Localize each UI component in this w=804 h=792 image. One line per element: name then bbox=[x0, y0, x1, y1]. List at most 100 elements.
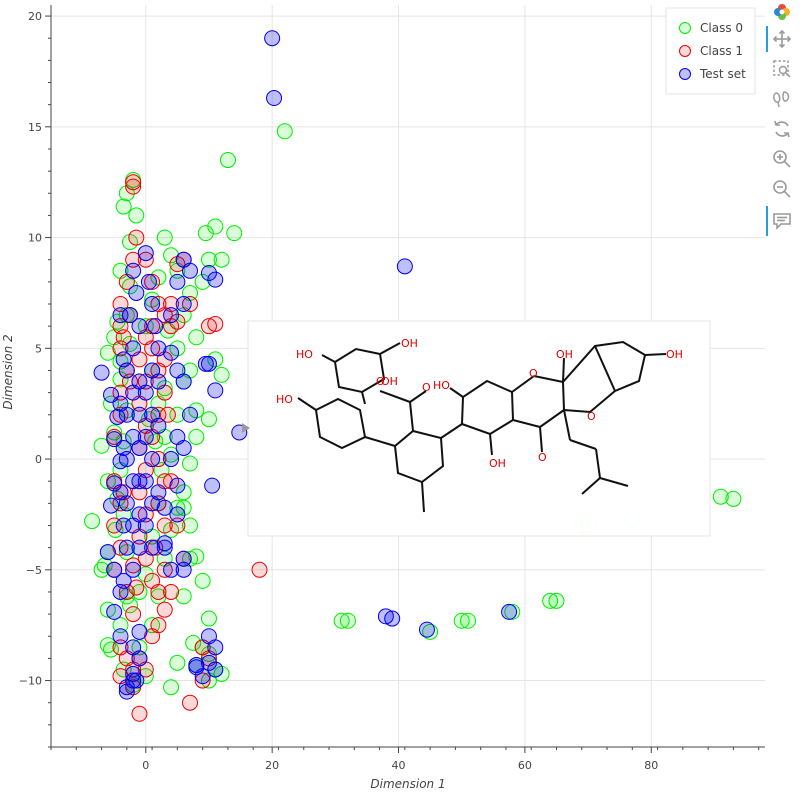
scatter-point[interactable] bbox=[175, 296, 192, 313]
scatter-point[interactable] bbox=[112, 453, 129, 470]
scatter-point[interactable] bbox=[150, 340, 167, 357]
legend-item-test-set[interactable]: Test set bbox=[679, 67, 747, 81]
scatter-point[interactable] bbox=[131, 539, 148, 556]
scatter-point[interactable] bbox=[125, 340, 142, 357]
scatter-point[interactable] bbox=[144, 296, 161, 313]
scatter-point[interactable] bbox=[156, 229, 173, 246]
scatter-point[interactable] bbox=[131, 650, 148, 667]
scatter-point[interactable] bbox=[115, 439, 132, 456]
scatter-point[interactable] bbox=[131, 705, 148, 722]
scatter-point[interactable] bbox=[182, 262, 199, 279]
scatter-point[interactable] bbox=[109, 408, 126, 425]
scatter-point[interactable] bbox=[115, 517, 132, 534]
scatter-point[interactable] bbox=[96, 557, 113, 574]
scatter-point[interactable] bbox=[204, 477, 221, 494]
scatter-point[interactable] bbox=[163, 583, 180, 600]
scatter-point[interactable] bbox=[103, 641, 120, 658]
scatter-point[interactable] bbox=[182, 455, 199, 472]
scatter-point[interactable] bbox=[377, 608, 394, 625]
scatter-point[interactable] bbox=[106, 561, 123, 578]
scatter-point[interactable] bbox=[207, 661, 224, 678]
scatter-point[interactable] bbox=[200, 411, 217, 428]
scatter-point[interactable] bbox=[159, 406, 176, 423]
legend-item-class-0[interactable]: Class 0 bbox=[679, 21, 744, 35]
scatter-point[interactable] bbox=[112, 617, 129, 634]
scatter-point[interactable] bbox=[137, 668, 154, 685]
scatter-point[interactable] bbox=[169, 406, 186, 423]
hover-icon[interactable] bbox=[770, 209, 794, 233]
scatter-point[interactable] bbox=[99, 344, 116, 361]
scatter-point[interactable] bbox=[200, 610, 217, 627]
scatter-point[interactable] bbox=[169, 477, 186, 494]
reset-icon[interactable] bbox=[770, 117, 794, 141]
scatter-point[interactable] bbox=[163, 247, 180, 264]
scatter-point[interactable] bbox=[384, 610, 401, 627]
scatter-point[interactable] bbox=[131, 439, 148, 456]
scatter-point[interactable] bbox=[118, 539, 135, 556]
scatter-point[interactable] bbox=[213, 366, 230, 383]
scatter-point[interactable] bbox=[106, 475, 123, 492]
scatter-point[interactable] bbox=[182, 406, 199, 423]
scatter-point[interactable] bbox=[150, 373, 167, 390]
scatter-point[interactable] bbox=[106, 517, 123, 534]
scatter-point[interactable] bbox=[137, 245, 154, 262]
lasso-select-icon[interactable] bbox=[770, 87, 794, 111]
scatter-point[interactable] bbox=[131, 473, 148, 490]
scatter-point[interactable] bbox=[182, 296, 199, 313]
scatter-point[interactable] bbox=[112, 296, 129, 313]
scatter-point[interactable] bbox=[175, 561, 192, 578]
scatter-point[interactable] bbox=[112, 484, 129, 501]
scatter-point[interactable] bbox=[147, 318, 164, 335]
scatter-point[interactable] bbox=[99, 637, 116, 654]
scatter-point[interactable] bbox=[163, 451, 180, 468]
scatter-point[interactable] bbox=[200, 645, 217, 662]
scatter-point[interactable] bbox=[131, 623, 148, 640]
scatter-point[interactable] bbox=[121, 335, 138, 352]
scatter-point[interactable] bbox=[125, 178, 142, 195]
scatter-point[interactable] bbox=[175, 484, 192, 501]
scatter-point[interactable] bbox=[112, 628, 129, 645]
scatter-point[interactable] bbox=[128, 284, 145, 301]
scatter-point[interactable] bbox=[251, 561, 268, 578]
scatter-point[interactable] bbox=[169, 499, 186, 516]
scatter-point[interactable] bbox=[125, 174, 142, 191]
scatter-point[interactable] bbox=[175, 373, 192, 390]
scatter-point[interactable] bbox=[175, 550, 192, 567]
scatter-point[interactable] bbox=[169, 654, 186, 671]
scatter-point[interactable] bbox=[121, 278, 138, 295]
scatter-point[interactable] bbox=[207, 639, 224, 656]
scatter-point[interactable] bbox=[163, 307, 180, 324]
scatter-point[interactable] bbox=[118, 679, 135, 696]
scatter-point[interactable] bbox=[93, 364, 110, 381]
scatter-point[interactable] bbox=[264, 30, 281, 47]
scatter-point[interactable] bbox=[137, 473, 154, 490]
zoom-in-icon[interactable] bbox=[770, 147, 794, 171]
scatter-point[interactable] bbox=[137, 251, 154, 268]
scatter-point[interactable] bbox=[150, 417, 167, 434]
scatter-point[interactable] bbox=[460, 612, 477, 629]
scatter-point[interactable] bbox=[131, 406, 148, 423]
scatter-point[interactable] bbox=[194, 273, 211, 290]
scatter-point[interactable] bbox=[200, 654, 217, 671]
scatter-point[interactable] bbox=[150, 588, 167, 605]
scatter-point[interactable] bbox=[207, 382, 224, 399]
scatter-point[interactable] bbox=[144, 340, 161, 357]
scatter-point[interactable] bbox=[112, 307, 129, 324]
scatter-point[interactable] bbox=[182, 517, 199, 534]
scatter-point[interactable] bbox=[266, 90, 283, 107]
scatter-point[interactable] bbox=[125, 561, 142, 578]
scatter-point[interactable] bbox=[84, 513, 101, 530]
scatter-point[interactable] bbox=[115, 329, 132, 346]
scatter-point[interactable] bbox=[125, 672, 142, 689]
scatter-point[interactable] bbox=[197, 225, 214, 242]
scatter-point[interactable] bbox=[169, 273, 186, 290]
scatter-point[interactable] bbox=[128, 579, 145, 596]
scatter-point[interactable] bbox=[188, 428, 205, 445]
scatter-point[interactable] bbox=[194, 572, 211, 589]
scatter-point[interactable] bbox=[128, 229, 145, 246]
scatter-point[interactable] bbox=[501, 603, 518, 620]
scatter-point[interactable] bbox=[213, 251, 230, 268]
scatter-point[interactable] bbox=[144, 572, 161, 589]
scatter-point[interactable] bbox=[115, 572, 132, 589]
scatter-point[interactable] bbox=[103, 395, 120, 412]
